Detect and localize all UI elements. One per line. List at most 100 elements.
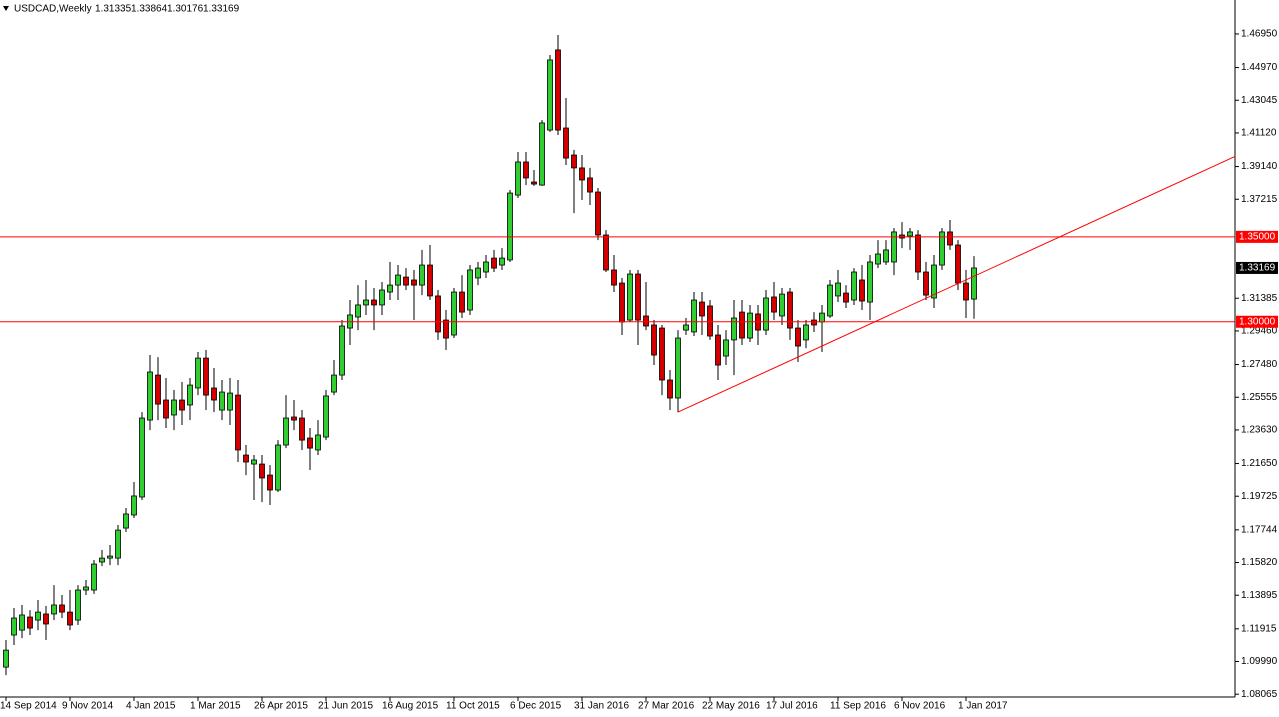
candle-body	[803, 324, 809, 341]
candle-body	[139, 417, 145, 498]
candle-body	[763, 297, 769, 331]
candle-body	[59, 604, 65, 613]
candle-body	[219, 391, 225, 411]
candle-body	[115, 529, 121, 559]
candle-body	[771, 296, 777, 313]
x-tick-label: 17 Jul 2016	[766, 701, 818, 712]
candle-body	[235, 394, 241, 451]
candle-body	[51, 604, 57, 615]
y-tick-label: 1.37215	[1241, 194, 1278, 205]
chart-title: USDCAD,Weekly	[14, 4, 92, 15]
candle-body	[355, 304, 361, 318]
y-tick-label: 1.09990	[1241, 656, 1278, 667]
candle-body	[731, 317, 737, 341]
x-tick-label: 14 Sep 2014	[0, 701, 57, 712]
candle-body	[11, 617, 17, 636]
y-tick-label: 1.44970	[1241, 62, 1278, 73]
candle-body	[875, 253, 881, 265]
x-tick-label: 9 Nov 2014	[62, 701, 114, 712]
candle-body	[947, 231, 953, 246]
candle-body	[443, 319, 449, 339]
candle-body	[395, 274, 401, 286]
y-tick-label: 1.15820	[1241, 557, 1278, 568]
candle-body	[699, 301, 705, 317]
candle-body	[891, 231, 897, 263]
y-tick-label: 1.11915	[1241, 623, 1277, 634]
x-tick-label: 27 Mar 2016	[638, 701, 695, 712]
level-label: 1.30000	[1239, 316, 1276, 327]
candle-body	[315, 434, 321, 451]
candle-body	[411, 279, 417, 286]
candle-body	[459, 291, 465, 313]
y-tick-label: 1.41120	[1241, 128, 1277, 139]
candle-body	[171, 399, 177, 416]
candle-body	[547, 59, 553, 131]
candle-body	[259, 463, 265, 479]
candle-body	[35, 611, 41, 621]
candle-body	[451, 291, 457, 336]
level-label: 1.35000	[1239, 232, 1276, 243]
y-tick-label: 1.31385	[1241, 293, 1278, 304]
candle-body	[531, 181, 537, 185]
candle-body	[747, 312, 753, 339]
candle-body	[571, 154, 577, 169]
y-tick-label: 1.19725	[1241, 491, 1278, 502]
candle-body	[723, 339, 729, 357]
candle-body	[3, 649, 9, 668]
candle-body	[539, 122, 545, 186]
x-tick-label: 1 Jan 2017	[958, 701, 1008, 712]
y-tick-label: 1.25555	[1241, 392, 1278, 403]
candle-body	[795, 327, 801, 347]
candle-body	[427, 264, 433, 297]
candle-body	[579, 167, 585, 181]
x-tick-label: 26 Apr 2015	[254, 701, 308, 712]
candle-body	[19, 614, 25, 631]
x-tick-label: 31 Jan 2016	[574, 701, 629, 712]
candle-body	[99, 557, 105, 563]
candle-body	[123, 513, 129, 529]
candle-body	[403, 276, 409, 286]
candle-body	[283, 417, 289, 446]
candle-body	[915, 234, 921, 273]
candle-body	[843, 292, 849, 303]
candle-body	[627, 273, 633, 321]
candle-body	[435, 295, 441, 333]
header-high: 1.33864	[131, 4, 168, 15]
candle-body	[595, 191, 601, 236]
candle-body	[307, 437, 313, 449]
candle-body	[867, 261, 873, 303]
candle-body	[107, 555, 113, 559]
candle-body	[299, 417, 305, 441]
candle-body	[331, 374, 337, 393]
candle-body	[83, 586, 89, 591]
candle-body	[195, 357, 201, 389]
candle-body	[779, 293, 785, 317]
candle-body	[251, 459, 257, 465]
candle-body	[203, 357, 209, 396]
candle-body	[675, 337, 681, 399]
candle-body	[491, 257, 497, 269]
header-close: 1.33169	[203, 4, 240, 15]
candle-body	[363, 299, 369, 306]
candle-body	[923, 271, 929, 296]
candle-body	[587, 177, 593, 193]
x-tick-label: 6 Nov 2016	[894, 701, 946, 712]
candle-body	[619, 282, 625, 323]
x-tick-label: 16 Aug 2015	[382, 701, 439, 712]
candle-body	[523, 161, 529, 179]
candle-body	[475, 267, 481, 279]
candle-body	[883, 249, 889, 263]
candle-body	[931, 264, 937, 299]
candle-body	[907, 231, 913, 237]
candle-body	[27, 616, 33, 629]
candle-body	[819, 312, 825, 323]
candle-body	[291, 416, 297, 421]
x-tick-label: 22 May 2016	[702, 701, 760, 712]
x-tick-label: 6 Dec 2015	[510, 701, 562, 712]
candle-body	[67, 611, 73, 626]
x-tick-label: 21 Jun 2015	[318, 701, 373, 712]
level-tag	[1236, 230, 1278, 243]
trendline	[677, 155, 1236, 413]
candle-body	[651, 324, 657, 356]
